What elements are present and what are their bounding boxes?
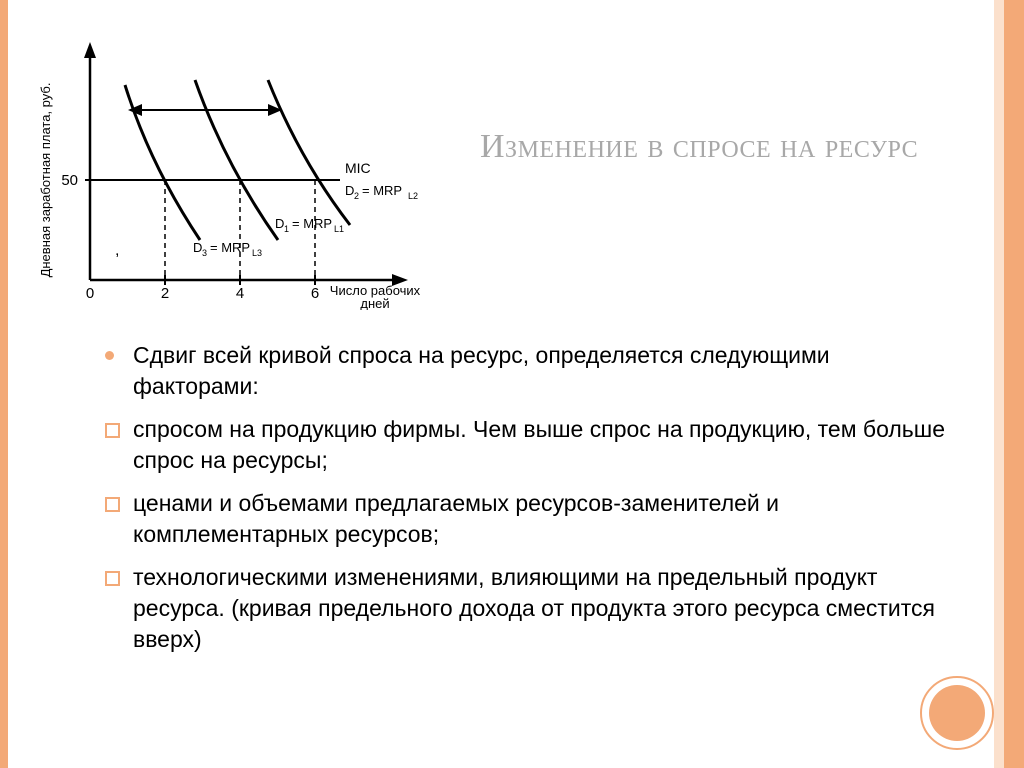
side-accent-inner (994, 0, 1004, 768)
bullet-1: спросом на продукцию фирмы. Чем выше спр… (105, 414, 955, 476)
svg-text:= MRP: = MRP (362, 183, 402, 198)
mic-label: MIC (345, 160, 371, 176)
y-axis-label: Дневная заработная плата, руб. (38, 83, 53, 278)
bullet-content: Сдвиг всей кривой спроса на ресурс, опре… (105, 340, 955, 667)
svg-text:= MRP: = MRP (210, 240, 250, 255)
x-tick-2: 2 (161, 285, 169, 302)
svg-text:3: 3 (202, 248, 207, 258)
demand-shift-chart: Дневная заработная плата, руб. 50 MIC 0 … (30, 30, 430, 310)
svg-text:D: D (193, 240, 202, 255)
svg-text:2: 2 (354, 191, 359, 201)
y-tick-50: 50 (61, 172, 78, 189)
bullet-2: ценами и объемами предлагаемых ресурсов-… (105, 488, 955, 550)
svg-text:= MRP: = MRP (292, 216, 332, 231)
bullet-0: Сдвиг всей кривой спроса на ресурс, опре… (105, 340, 955, 402)
svg-text:L1: L1 (334, 224, 344, 234)
slide-title: Изменение в спросе на ресурс (480, 125, 950, 169)
svg-text:L3: L3 (252, 248, 262, 258)
corner-decoration-dot (929, 685, 985, 741)
bullet-3: технологическими изменениями, влияющими … (105, 562, 955, 655)
svg-text:L2: L2 (408, 191, 418, 201)
svg-text:D: D (345, 183, 354, 198)
svg-text:,: , (115, 242, 119, 259)
x-tick-6: 6 (311, 285, 319, 302)
side-accent-right (1004, 0, 1024, 768)
svg-text:1: 1 (284, 224, 289, 234)
x-axis-label-2: дней (360, 296, 389, 310)
side-accent-left (0, 0, 8, 768)
x-tick-4: 4 (236, 285, 244, 302)
title-text: Изменение в спросе на ресурс (480, 125, 950, 169)
svg-text:D: D (275, 216, 284, 231)
x-tick-0: 0 (86, 285, 94, 302)
